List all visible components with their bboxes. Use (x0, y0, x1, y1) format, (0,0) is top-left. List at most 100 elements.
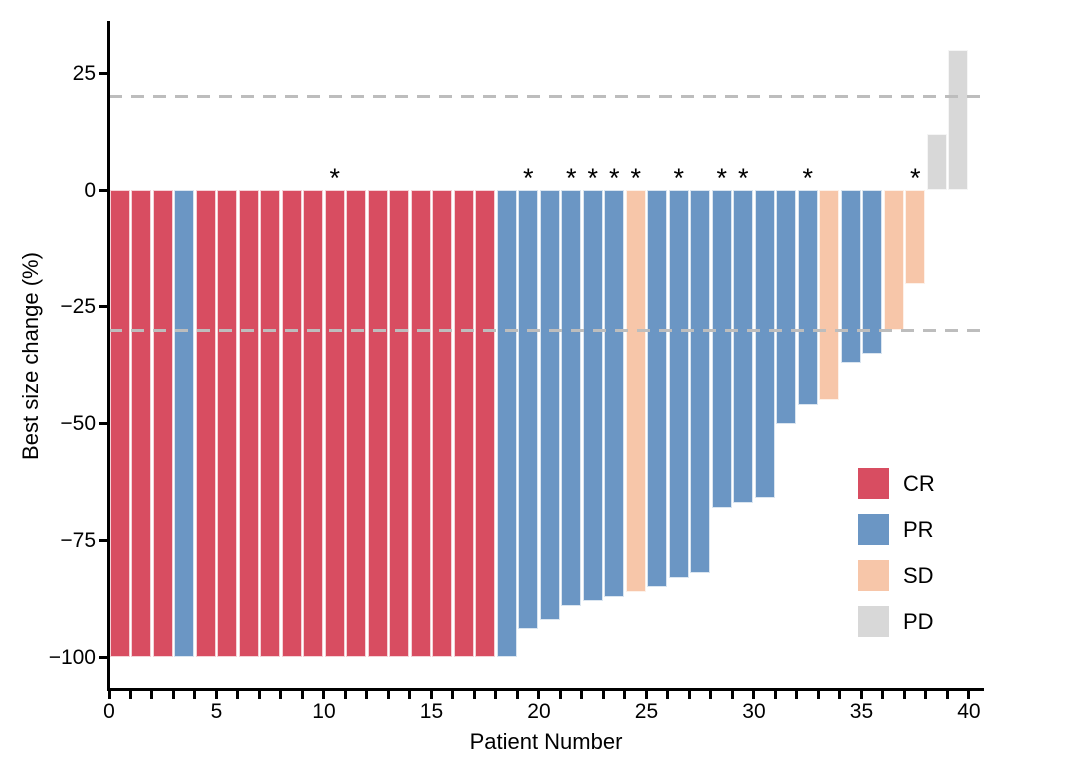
x-tick-label-15: 15 (419, 700, 444, 723)
asterisk-marker-patient-23: * (587, 163, 598, 194)
x-tick-14 (408, 691, 412, 699)
x-tick-12 (365, 691, 369, 699)
bar-patient-3-cr (152, 190, 173, 658)
x-tick-label-30: 30 (742, 700, 766, 723)
x-tick-39 (945, 691, 949, 699)
bar-patient-2-cr (131, 190, 152, 658)
x-tick-27 (687, 691, 691, 699)
legend-label-pr: PR (903, 517, 934, 542)
bar-patient-1-cr (109, 190, 130, 658)
asterisk-marker-patient-24: * (608, 163, 620, 194)
bar-patient-38-sd (905, 190, 926, 284)
x-tick-23 (601, 691, 605, 699)
reference-line-20-percent (109, 95, 984, 99)
y-tick--100 (99, 655, 107, 659)
x-tick-3 (171, 691, 175, 699)
plot-area: * * * * * * * * * * * (109, 22, 984, 690)
bar-patient-29-pr (711, 190, 732, 508)
y-tick-label--50: −50 (60, 412, 96, 436)
x-tick-4 (193, 691, 197, 699)
bar-patient-33-pr (797, 190, 818, 406)
bar-patient-40-pd (948, 50, 969, 191)
y-tick-25 (99, 71, 107, 75)
bar-patient-14-cr (389, 190, 410, 658)
asterisk-marker-patient-11: * (329, 163, 340, 194)
bar-patient-19-pr (496, 190, 517, 658)
bar-patient-20-pr (518, 190, 539, 630)
bar-patient-34-sd (819, 190, 840, 401)
asterisk-markers-layer: * * * * * * * * * * * (109, 22, 984, 690)
x-tick-label-35: 35 (849, 700, 874, 723)
x-tick-38 (924, 691, 928, 699)
x-tick-6 (236, 691, 240, 699)
bar-patient-27-pr (668, 190, 689, 578)
x-tick-29 (730, 691, 734, 699)
bar-patient-39-pd (926, 134, 947, 191)
x-axis-title: Patient Number (469, 729, 623, 754)
x-tick-34 (838, 691, 842, 699)
x-tick-18 (494, 691, 498, 699)
x-tick-24 (623, 691, 627, 699)
bars-layer (109, 22, 984, 690)
asterisk-marker-patient-29: * (716, 163, 727, 194)
x-tick-30 (752, 691, 756, 699)
y-tick--50 (99, 422, 107, 426)
legend-swatch-pr (858, 514, 889, 545)
x-tick-2 (150, 691, 154, 699)
legend-swatch-sd (858, 560, 889, 591)
x-tick-label-10: 10 (312, 700, 336, 723)
x-tick-31 (773, 691, 777, 699)
x-tick-21 (558, 691, 562, 699)
x-tick-label-0: 0 (103, 700, 115, 723)
x-axis-spine (107, 688, 984, 691)
bar-patient-23-pr (582, 190, 603, 602)
bar-patient-32-pr (776, 190, 797, 424)
asterisk-marker-patient-38: * (909, 163, 921, 194)
bar-patient-7-cr (238, 190, 259, 658)
x-tick-20 (537, 691, 541, 699)
legend-label-pd: PD (903, 609, 934, 634)
bar-patient-12-cr (346, 190, 367, 658)
y-axis-title: Best size change (%) (18, 252, 43, 460)
asterisk-marker-patient-25: * (630, 163, 641, 194)
y-axis-spine (107, 21, 110, 691)
x-tick-26 (666, 691, 670, 699)
y-tick--75 (99, 539, 107, 543)
bar-patient-10-cr (303, 190, 324, 658)
y-tick-label--100: −100 (48, 645, 96, 669)
bar-patient-15-cr (410, 190, 431, 658)
bar-patient-26-pr (647, 190, 668, 588)
asterisk-marker-patient-22: * (565, 163, 577, 194)
x-tick-19 (515, 691, 519, 699)
x-tick-13 (386, 691, 390, 699)
x-tick-33 (816, 691, 820, 699)
x-tick-32 (795, 691, 799, 699)
bar-patient-11-cr (324, 190, 345, 658)
x-tick-37 (902, 691, 906, 699)
bar-patient-6-cr (217, 190, 238, 658)
x-tick-9 (300, 691, 304, 699)
asterisk-marker-patient-33: * (802, 163, 813, 194)
asterisk-marker-patient-20: * (522, 163, 534, 194)
asterisk-marker-patient-30: * (737, 163, 749, 194)
x-tick-35 (859, 691, 863, 699)
x-tick-1 (128, 691, 132, 699)
bar-patient-28-pr (690, 190, 711, 574)
y-tick-label-0: 0 (84, 178, 96, 202)
y-tick-label--75: −75 (60, 529, 96, 553)
y-tick-label--25: −25 (60, 295, 96, 319)
bar-patient-13-cr (367, 190, 388, 658)
y-tick-0 (99, 188, 107, 192)
x-tick-label-20: 20 (527, 700, 551, 723)
legend-label-cr: CR (903, 471, 935, 496)
bar-patient-8-cr (260, 190, 281, 658)
x-tick-25 (644, 691, 648, 699)
x-tick-7 (257, 691, 261, 699)
x-tick-10 (322, 691, 326, 699)
x-tick-16 (451, 691, 455, 699)
x-tick-11 (343, 691, 347, 699)
x-tick-label-25: 25 (634, 700, 659, 723)
x-tick-8 (279, 691, 283, 699)
reference-lines-layer (109, 22, 984, 690)
